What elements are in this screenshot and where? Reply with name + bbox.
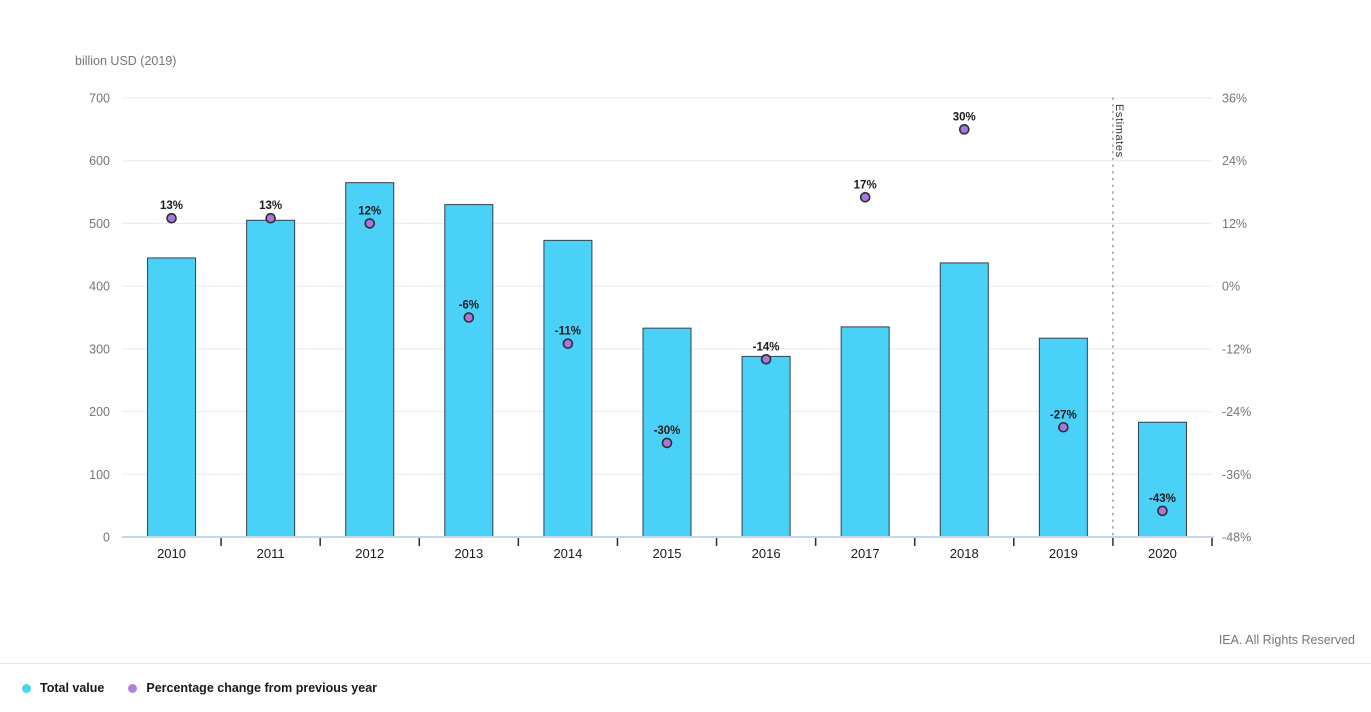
pct-change-label-2019: -27% — [1050, 409, 1077, 421]
x-axis-label-2012: 2012 — [355, 546, 384, 561]
bar-2017[interactable] — [840, 326, 890, 538]
x-axis-label-2010: 2010 — [157, 546, 186, 561]
right-axis-tick-label: -36% — [1222, 468, 1251, 482]
pct-change-label-2020: -43% — [1149, 493, 1176, 505]
bar-2014[interactable] — [543, 239, 593, 538]
bar-2020[interactable] — [1137, 421, 1187, 538]
bar-2010[interactable] — [147, 257, 197, 538]
legend-marker-bar-icon — [22, 683, 31, 693]
left-axis-tick-label: 500 — [89, 217, 110, 231]
pct-change-label-2013: -6% — [459, 300, 479, 312]
chart-canvas: 700 36% 600 24% 500 12% 400 0% 300 -12% 200 -24% 100… — [89, 92, 1251, 562]
bar-2012[interactable] — [345, 182, 395, 538]
pct-change-dot-2011[interactable] — [265, 212, 276, 224]
bar-2019[interactable] — [1038, 337, 1088, 538]
x-axis-label-2013: 2013 — [454, 546, 483, 561]
right-axis-tick-label: 36% — [1222, 92, 1247, 106]
right-axis-tick-label: 0% — [1222, 280, 1240, 294]
x-axis-label-2018: 2018 — [950, 546, 979, 561]
pct-change-dot-2016[interactable] — [760, 354, 772, 365]
right-axis-tick-label: -48% — [1222, 531, 1251, 545]
bar-2018[interactable] — [939, 262, 989, 538]
attribution-text: IEA. All Rights Reserved — [1218, 633, 1355, 647]
pct-change-label-2012: 12% — [358, 205, 381, 217]
right-axis-tick-label: -12% — [1222, 342, 1251, 356]
legend-label: Percentage change from previous year — [146, 681, 378, 695]
pct-change-dot-2019[interactable] — [1058, 421, 1069, 433]
pct-change-dot-2010[interactable] — [166, 212, 177, 224]
pct-change-label-2016: -14% — [753, 341, 780, 353]
x-axis-label-2011: 2011 — [257, 546, 285, 561]
right-axis-tick-label: -24% — [1222, 405, 1251, 419]
left-axis-tick-label: 300 — [89, 342, 110, 356]
pct-change-dot-2014[interactable] — [562, 338, 574, 349]
bar-2013[interactable] — [444, 204, 494, 538]
legend-label: Total value — [40, 681, 105, 695]
pct-change-label-2010: 13% — [160, 200, 183, 212]
pct-change-label-2018: 30% — [953, 111, 976, 123]
right-axis-tick-label: 12% — [1222, 217, 1247, 231]
pct-change-label-2011: 13% — [259, 200, 282, 212]
left-axis-tick-label: 100 — [89, 468, 110, 482]
pct-change-label-2017: 17% — [854, 179, 877, 191]
estimates-label: Estimates — [1113, 104, 1125, 158]
left-axis-tick-label: 0 — [103, 531, 110, 545]
left-axis-tick-label: 700 — [89, 92, 110, 106]
x-axis-label-2015: 2015 — [653, 546, 682, 561]
pct-change-dot-2013[interactable] — [463, 312, 475, 323]
right-axis-tick-label: 24% — [1222, 154, 1247, 168]
x-axis-label-2019: 2019 — [1049, 546, 1078, 561]
bar-2011[interactable] — [246, 219, 296, 538]
pct-change-dot-2015[interactable] — [661, 437, 673, 449]
legend-item-total-value[interactable]: Total value — [22, 681, 104, 695]
left-axis-title: billion USD (2019) — [75, 54, 177, 68]
legend-marker-dot-icon — [128, 683, 138, 693]
left-axis-tick-label: 600 — [89, 154, 110, 168]
pct-change-dot-2020[interactable] — [1157, 505, 1168, 517]
pct-change-dot-2012[interactable] — [364, 218, 376, 229]
legend-item-percentage-change[interactable]: Percentage change from previous year — [128, 681, 377, 695]
bar-2016[interactable] — [741, 355, 791, 538]
left-axis-tick-label: 400 — [89, 280, 110, 294]
x-axis-label-2016: 2016 — [752, 546, 781, 561]
pct-change-dot-2018[interactable] — [958, 124, 970, 135]
left-axis-tick-label: 200 — [89, 405, 110, 419]
x-axis-label-2017: 2017 — [851, 546, 880, 561]
pct-change-label-2015: -30% — [654, 425, 681, 437]
pct-change-label-2014: -11% — [555, 326, 581, 338]
pct-change-dot-2017[interactable] — [859, 191, 871, 203]
legend: Total value Percentage change from previ… — [0, 664, 1371, 695]
chart-footer: Total value Percentage change from previ… — [0, 663, 1371, 712]
x-axis-label-2020: 2020 — [1148, 546, 1177, 561]
x-axis-label-2014: 2014 — [553, 546, 582, 561]
